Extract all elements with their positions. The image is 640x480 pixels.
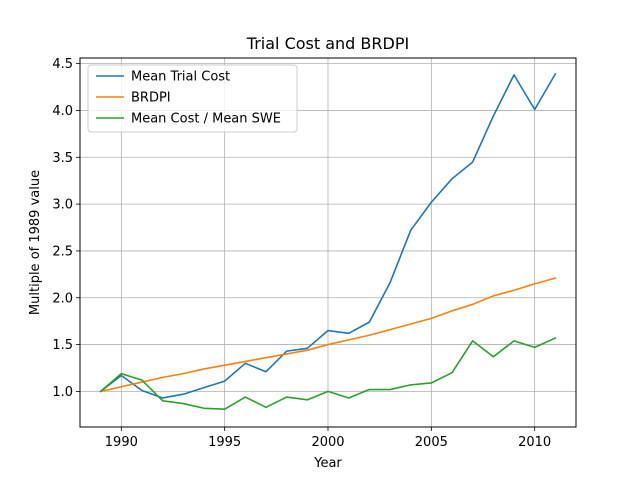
y-tick-label: 2.0 [52,291,73,306]
x-tick-label: 2010 [518,435,551,450]
legend-label-brdpi: BRDPI [131,91,171,106]
grid [80,58,576,427]
y-tick-label: 2.5 [52,244,73,259]
legend: Mean Trial Cost BRDPI Mean Cost / Mean S… [87,64,298,133]
x-axis-label: Year [313,456,342,471]
y-tick-label: 1.0 [52,385,73,400]
series-lines [99,72,557,411]
legend-box [87,64,298,133]
x-tick-label: 2005 [415,435,448,450]
y-tick-label: 1.5 [52,338,73,353]
legend-label-mean-trial-cost: Mean Trial Cost [131,70,230,85]
x-tick-label: 1990 [105,435,138,450]
axis-ticks: 1990 1995 2000 2005 2010 1.0 1.5 2.0 2.5 3.0 3.5 4.… [52,57,551,450]
y-tick-label: 4.5 [52,57,73,72]
x-tick-label: 1995 [208,435,241,450]
y-tick-label: 3.0 [52,198,73,213]
y-tick-label: 3.5 [52,151,73,166]
series-line-mean-trial-cost [99,72,557,399]
legend-label-mean-cost-per-swe: Mean Cost / Mean SWE [131,112,281,127]
chart-title: Trial Cost and BRDPI [246,34,409,53]
y-tick-label: 4.0 [52,104,73,119]
series-line-mean-cost-mean-swe [99,336,557,411]
x-tick-label: 2000 [311,435,344,450]
y-axis-label: Multiple of 1989 value [28,170,43,315]
series-line-brdpi [99,277,557,393]
